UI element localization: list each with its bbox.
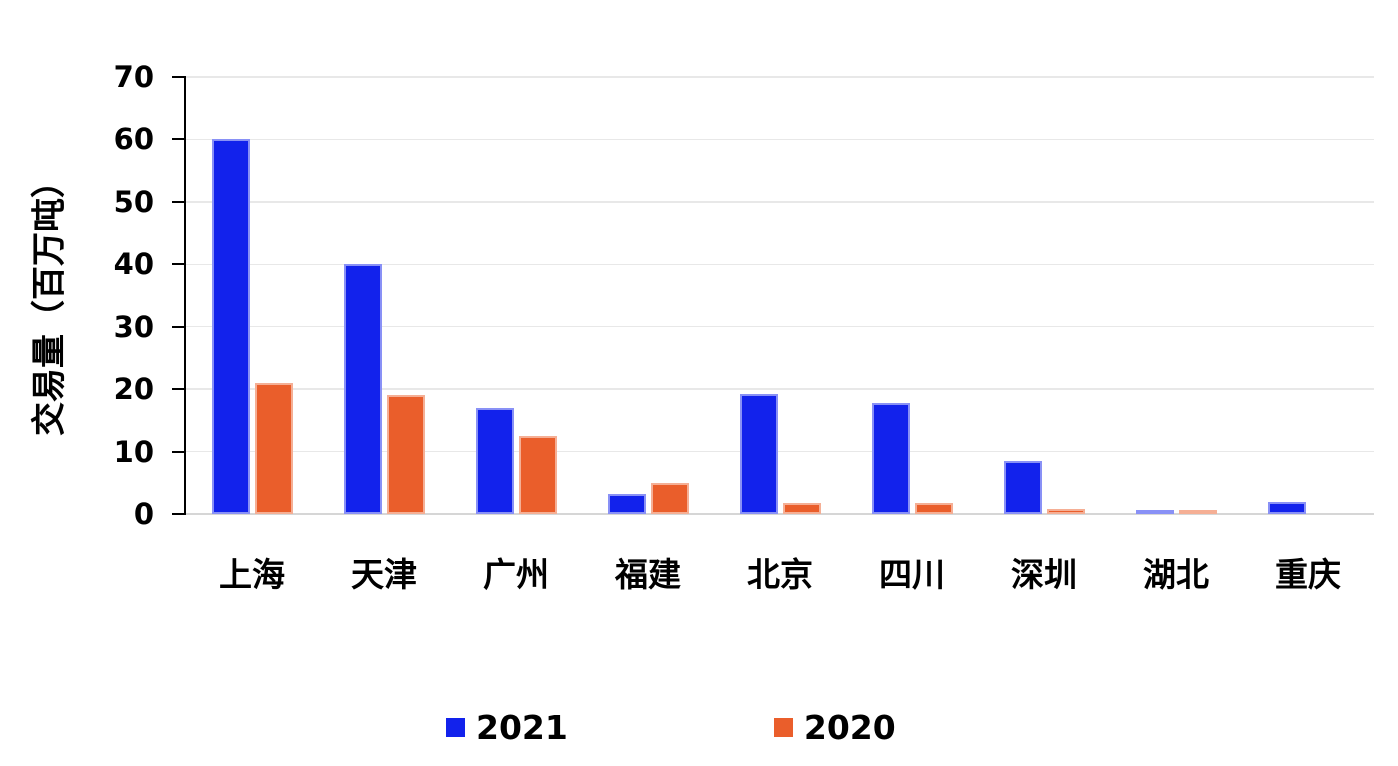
- y-axis-tick: [172, 76, 186, 78]
- y-tick-label: 60: [113, 122, 154, 157]
- bar-2020-四川: [914, 502, 953, 514]
- y-gridline: [186, 76, 1374, 78]
- bar-2020-天津: [386, 395, 425, 514]
- y-gridline: [186, 201, 1374, 203]
- bar-2021-北京: [739, 394, 778, 514]
- y-axis-tick: [172, 138, 186, 141]
- legend-label-2021: 2021: [476, 707, 568, 747]
- y-axis-tick: [172, 450, 186, 453]
- y-tick-label: 20: [113, 372, 154, 407]
- bar-2020-深圳: [1046, 509, 1085, 514]
- y-axis-tick: [172, 325, 186, 328]
- y-tick-label: 30: [113, 309, 154, 344]
- y-axis-line: [184, 77, 186, 514]
- x-category-label-北京: 北京: [747, 555, 813, 594]
- x-category-label-深圳: 深圳: [1011, 555, 1077, 594]
- x-category-label-上海: 上海: [219, 555, 285, 594]
- bar-2021-深圳: [1003, 460, 1042, 514]
- legend-item-2021: 2021: [446, 708, 568, 747]
- x-category-label-重庆: 重庆: [1275, 555, 1341, 594]
- bar-2020-北京: [782, 502, 821, 514]
- x-category-label-天津: 天津: [351, 555, 417, 594]
- y-axis-tick: [172, 200, 186, 203]
- y-axis-tick: [172, 388, 186, 391]
- legend-swatch-2020: [773, 717, 793, 737]
- bar-2020-广州: [518, 435, 557, 514]
- bar-2020-上海: [254, 382, 293, 514]
- legend-label-2020: 2020: [803, 707, 896, 747]
- y-tick-label: 10: [113, 434, 154, 469]
- y-tick-label: 70: [113, 60, 154, 94]
- y-tick-label: 50: [113, 184, 154, 219]
- bar-2021-天津: [343, 264, 382, 514]
- bar-2021-上海: [211, 139, 250, 514]
- y-tick-label: 0: [133, 497, 154, 531]
- x-category-label-四川: 四川: [879, 555, 945, 594]
- x-category-label-广州: 广州: [483, 555, 549, 594]
- bar-2021-湖北: [1135, 510, 1174, 515]
- bar-2020-福建: [650, 482, 689, 514]
- y-axis-tick: [172, 513, 186, 515]
- bar-2021-福建: [607, 494, 646, 514]
- bar-2021-重庆: [1267, 501, 1306, 514]
- y-axis-title: 交易量（百万吨）: [29, 164, 70, 436]
- bar-2021-四川: [871, 402, 910, 514]
- bar-2021-广州: [475, 407, 514, 514]
- x-category-label-湖北: 湖北: [1143, 555, 1209, 594]
- y-axis-tick: [172, 263, 186, 266]
- x-category-label-福建: 福建: [615, 555, 681, 594]
- y-tick-label: 40: [113, 247, 154, 282]
- legend: 2021 2020: [446, 704, 896, 750]
- legend-swatch-2021: [446, 717, 465, 737]
- bar-2020-湖北: [1178, 510, 1217, 515]
- y-gridline: [186, 138, 1374, 141]
- legend-item-2020: 2020: [773, 707, 896, 747]
